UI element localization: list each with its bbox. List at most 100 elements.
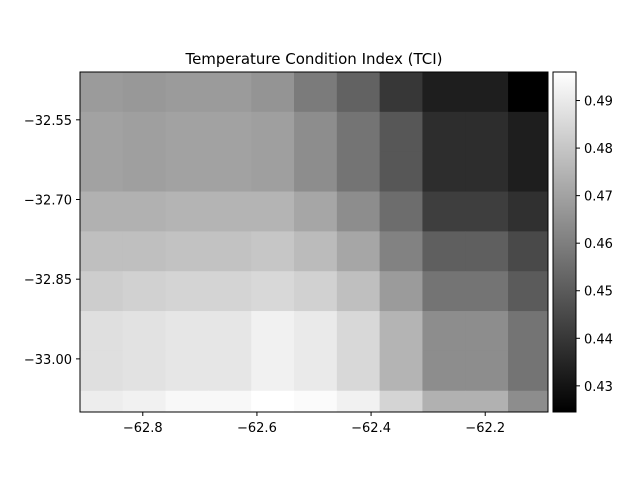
- heatmap-cell: [465, 231, 509, 272]
- heatmap-cell: [294, 111, 338, 153]
- heatmap-cell: [422, 311, 466, 352]
- heatmap-cell: [379, 72, 423, 113]
- heatmap-cell: [122, 231, 167, 272]
- heatmap-cell: [422, 72, 466, 113]
- colorbar-tick-label: 0.45: [584, 285, 613, 300]
- heatmap-cell: [422, 390, 466, 413]
- heatmap-cell: [208, 72, 252, 113]
- heatmap-cell: [422, 271, 466, 312]
- heatmap-cell: [336, 390, 381, 413]
- heatmap-cell: [251, 151, 295, 193]
- colorbar-tick-label: 0.46: [584, 237, 613, 252]
- heatmap-cell: [251, 111, 295, 153]
- heatmap-cell: [379, 350, 423, 392]
- heatmap-cell: [465, 111, 509, 153]
- heatmap-cells: [80, 72, 549, 413]
- heatmap-cell: [336, 271, 381, 312]
- heatmap-cell: [122, 191, 167, 232]
- heatmap-cell: [80, 151, 124, 193]
- heatmap-cell: [508, 151, 549, 193]
- heatmap-cell: [251, 72, 295, 113]
- heatmap-cell: [122, 111, 167, 153]
- heatmap-cell: [508, 390, 549, 413]
- heatmap-cell: [379, 191, 423, 232]
- heatmap-cell: [336, 311, 381, 352]
- heatmap-cell: [122, 151, 167, 193]
- heatmap-cell: [80, 311, 124, 352]
- heatmap-cell: [208, 231, 252, 272]
- colorbar-tick-label: 0.44: [584, 332, 613, 347]
- x-tick-label: −62.8: [123, 421, 163, 436]
- heatmap-cell: [208, 191, 252, 232]
- heatmap-cell: [80, 231, 124, 272]
- heatmap-cell: [379, 111, 423, 153]
- heatmap-cell: [208, 271, 252, 312]
- heatmap-cell: [508, 231, 549, 272]
- heatmap-cell: [465, 271, 509, 312]
- heatmap-cell: [465, 390, 509, 413]
- heatmap-cell: [251, 390, 295, 413]
- heatmap-cell: [336, 350, 381, 392]
- heatmap-cell: [122, 311, 167, 352]
- heatmap-cell: [294, 191, 338, 232]
- x-tick-label: −62.2: [465, 421, 505, 436]
- heatmap-cell: [251, 311, 295, 352]
- colorbar-tick-label: 0.49: [584, 95, 613, 110]
- heatmap-cell: [165, 151, 209, 193]
- heatmap-cell: [379, 390, 423, 413]
- heatmap-cell: [80, 191, 124, 232]
- heatmap-cell: [379, 271, 423, 312]
- y-tick-label: −33.00: [24, 353, 72, 368]
- heatmap-cell: [208, 390, 252, 413]
- heatmap-cell: [122, 271, 167, 312]
- heatmap-cell: [336, 151, 381, 193]
- heatmap-cell: [422, 151, 466, 193]
- heatmap-cell: [379, 151, 423, 193]
- heatmap-cell: [208, 151, 252, 193]
- heatmap-cell: [422, 350, 466, 392]
- heatmap-cell: [208, 311, 252, 352]
- heatmap-cell: [80, 111, 124, 153]
- heatmap-cell: [251, 350, 295, 392]
- heatmap-cell: [422, 191, 466, 232]
- heatmap-cell: [465, 350, 509, 392]
- heatmap-cell: [294, 231, 338, 272]
- heatmap-cell: [294, 151, 338, 193]
- heatmap-cell: [465, 151, 509, 193]
- heatmap-cell: [165, 271, 209, 312]
- colorbar-axis: 0.43 0.44 0.45 0.46 0.47 0.48 0.49: [576, 95, 613, 395]
- colorbar-tick-label: 0.47: [584, 190, 613, 205]
- heatmap-cell: [465, 311, 509, 352]
- heatmap-cell: [294, 271, 338, 312]
- x-axis: −62.8 −62.6 −62.4 −62.2: [123, 412, 505, 436]
- heatmap-cell: [165, 350, 209, 392]
- heatmap-cell: [251, 271, 295, 312]
- heatmap-cell: [122, 390, 167, 413]
- heatmap-cell: [251, 231, 295, 272]
- heatmap-cell: [80, 271, 124, 312]
- colorbar-tick-label: 0.48: [584, 142, 613, 157]
- y-tick-label: −32.55: [24, 114, 72, 129]
- colorbar: [552, 71, 577, 413]
- heatmap-cell: [294, 72, 338, 113]
- y-tick-label: −32.85: [24, 273, 72, 288]
- heatmap-cell: [165, 72, 209, 113]
- heatmap-cell: [508, 72, 549, 113]
- heatmap-cell: [508, 350, 549, 392]
- heatmap-cell: [122, 350, 167, 392]
- chart-title: Temperature Condition Index (TCI): [184, 50, 442, 68]
- heatmap-cell: [208, 111, 252, 153]
- heatmap-cell: [508, 111, 549, 153]
- x-tick-label: −62.4: [351, 421, 391, 436]
- heatmap-cell: [251, 191, 295, 232]
- heatmap-cell: [208, 350, 252, 392]
- heatmap-cell: [465, 191, 509, 232]
- y-axis: −32.55 −32.70 −32.85 −33.00: [24, 114, 80, 368]
- heatmap-cell: [422, 231, 466, 272]
- heatmap-cell: [165, 231, 209, 272]
- heatmap-cell: [508, 271, 549, 312]
- y-tick-label: −32.70: [24, 194, 72, 209]
- heatmap-cell: [165, 191, 209, 232]
- heatmap-cell: [336, 72, 381, 113]
- heatmap-cell: [294, 390, 338, 413]
